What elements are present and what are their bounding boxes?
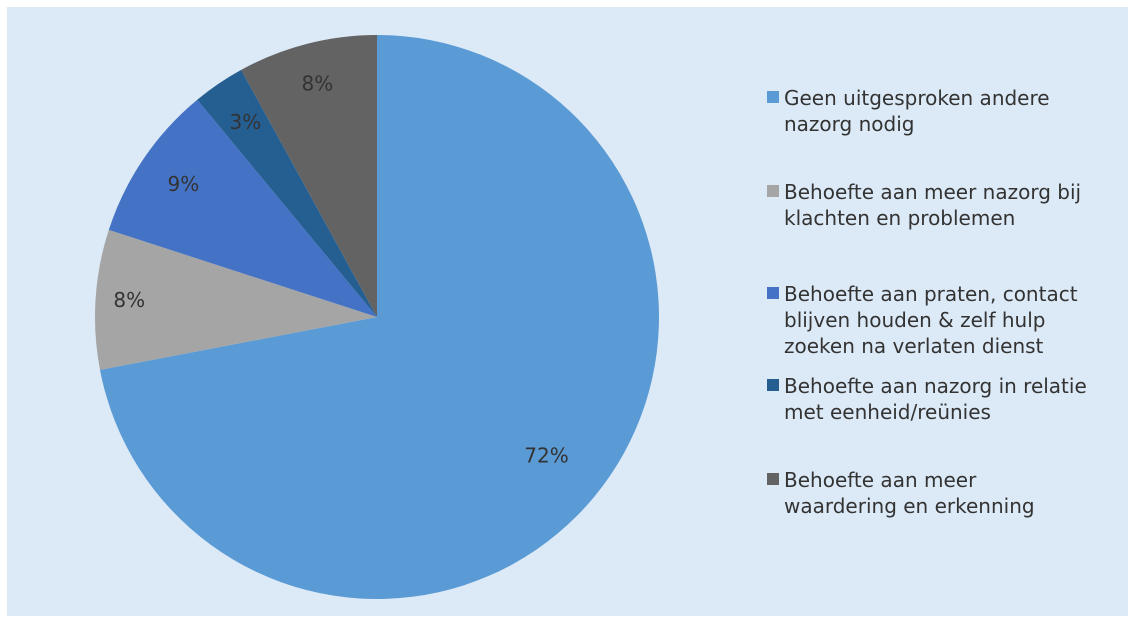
legend-label: Behoefte aan nazorg in relatie met eenhei… <box>784 373 1124 425</box>
legend-label-line: klachten en problemen <box>784 206 1016 230</box>
legend-label: Behoefte aan meer nazorg bij klachten en … <box>784 179 1124 231</box>
legend-item: Geen uitgesproken andere nazorg nodig <box>767 85 1124 137</box>
legend-item: Behoefte aan meer waardering en erkenning <box>767 467 1124 519</box>
pie-slice-5 <box>241 34 377 317</box>
pie-slice-2 <box>94 229 378 370</box>
legend-label-line: waardering en erkenning <box>784 494 1035 518</box>
legend-swatch <box>767 473 779 485</box>
pie-data-label: 9% <box>168 172 200 196</box>
pie-data-label: 72% <box>524 444 568 468</box>
legend-label-line: Behoefte aan meer <box>784 468 977 492</box>
pie-slices <box>94 34 659 599</box>
chart-area: 72% 8% 9% 3% 8% Geen uitgesproken andere nazo… <box>7 7 1128 616</box>
legend-item: Behoefte aan praten, contact blijven houd… <box>767 281 1124 359</box>
pie-slice-1 <box>99 35 659 599</box>
pie-slice-3 <box>108 99 378 317</box>
legend-label: Behoefte aan praten, contact blijven houd… <box>784 281 1124 359</box>
legend-label: Behoefte aan meer waardering en erkenning <box>784 467 1124 519</box>
pie-data-label: 3% <box>230 110 262 134</box>
legend-label: Geen uitgesproken andere nazorg nodig <box>784 85 1124 137</box>
pie-slice-4 <box>197 69 377 317</box>
legend-swatch <box>767 379 779 391</box>
pie-labels: 72% 8% 9% 3% 8% <box>113 71 568 467</box>
legend-swatch <box>767 185 779 197</box>
legend-label-line: met eenheid/reünies <box>784 400 991 424</box>
legend-label-line: Behoefte aan praten, contact <box>784 282 1078 306</box>
legend-item: Behoefte aan nazorg in relatie met eenhei… <box>767 373 1124 425</box>
pie-data-label: 8% <box>302 71 334 95</box>
legend-label-line: Geen uitgesproken andere <box>784 86 1050 110</box>
pie-data-label: 8% <box>113 288 145 312</box>
legend-label-line: Behoefte aan nazorg in relatie <box>784 374 1087 398</box>
legend-swatch <box>767 91 779 103</box>
legend-label-line: Behoefte aan meer nazorg bij <box>784 180 1082 204</box>
legend-swatch <box>767 287 779 299</box>
pie-chart: 72% 8% 9% 3% 8% <box>94 34 659 599</box>
legend-label-line: blijven houden & zelf hulp <box>784 308 1046 332</box>
legend-label-line: zoeken na verlaten dienst <box>784 334 1044 358</box>
legend-label-line: nazorg nodig <box>784 112 915 136</box>
legend-item: Behoefte aan meer nazorg bij klachten en … <box>767 179 1124 231</box>
